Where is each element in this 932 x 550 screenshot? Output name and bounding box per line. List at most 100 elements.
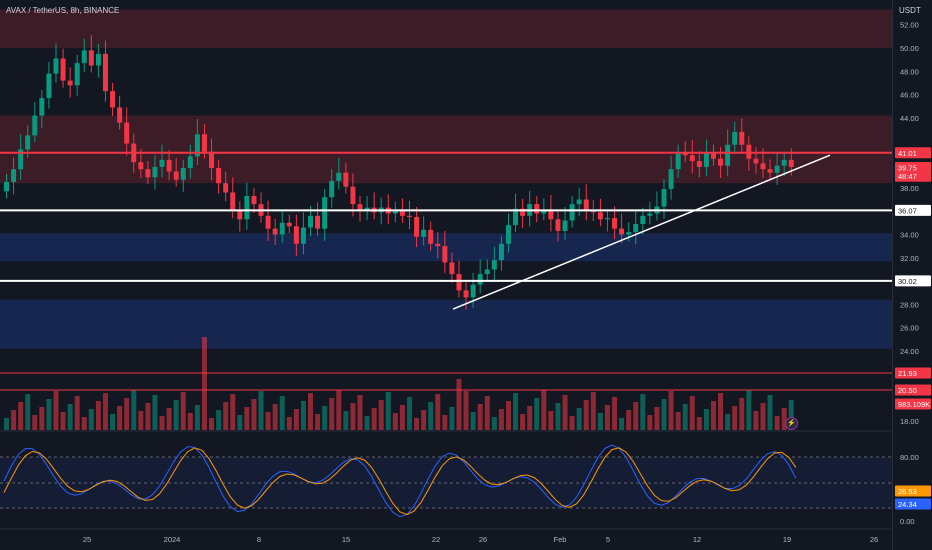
candle-body xyxy=(166,159,172,172)
candle-body xyxy=(781,159,787,166)
time-tick: 2024 xyxy=(164,535,181,544)
time-tick: Feb xyxy=(554,535,567,544)
candle-body xyxy=(399,209,405,216)
candle-body xyxy=(251,196,257,205)
candle-body xyxy=(604,218,610,220)
candle-body xyxy=(279,222,285,235)
volume-bar xyxy=(166,408,172,430)
candle-body xyxy=(689,155,695,162)
volume-bar xyxy=(286,417,292,430)
volume-bar xyxy=(562,395,568,430)
candle-body xyxy=(442,246,448,263)
volume-bar xyxy=(39,407,45,430)
volume-bar xyxy=(399,405,405,430)
volume-bar xyxy=(746,390,752,430)
price-label-bg xyxy=(895,367,931,379)
price-label: 20.50 xyxy=(898,386,917,395)
candle-body xyxy=(265,215,271,229)
price-tick: 26.00 xyxy=(900,324,919,333)
volume-bar xyxy=(505,401,511,430)
candle-body xyxy=(725,144,731,166)
volume-bar xyxy=(343,411,349,430)
candle-body xyxy=(428,229,434,244)
candle-body xyxy=(67,80,73,86)
candle-body xyxy=(647,213,653,216)
candle-body xyxy=(18,149,24,170)
candle-body xyxy=(102,53,108,92)
price-label-bg xyxy=(895,485,931,497)
volume-bar xyxy=(470,412,476,430)
volume-bar xyxy=(456,379,462,430)
candle-body xyxy=(88,50,94,66)
volume-bar xyxy=(145,403,151,430)
volume-bar xyxy=(682,404,688,430)
candle-body xyxy=(640,215,646,224)
volume-bar xyxy=(336,390,342,430)
candle-body xyxy=(597,212,603,220)
volume-bar xyxy=(569,416,575,430)
time-axis[interactable]: 25 2024 8 15 22 26 Feb 5 12 19 26 xyxy=(0,528,892,544)
volume-bar xyxy=(781,408,787,430)
volume-bar xyxy=(428,402,434,430)
candle-body xyxy=(95,53,101,66)
candle-body xyxy=(612,218,618,229)
candle-body xyxy=(675,152,681,170)
volume-bar xyxy=(11,410,17,430)
volume-bar xyxy=(102,393,108,430)
price-label-bg xyxy=(895,161,931,173)
candle-body xyxy=(124,122,130,144)
price-axis[interactable]: 52.00 50.00 48.00 46.00 44.00 41.01 38.00 34.00… xyxy=(895,21,931,526)
stoch-band xyxy=(0,457,892,508)
candle-body xyxy=(711,152,716,159)
candle-body xyxy=(336,172,342,181)
zone-layer xyxy=(0,9,892,349)
volume-bar xyxy=(449,407,455,430)
candle-body xyxy=(145,169,151,178)
trendline xyxy=(452,154,831,310)
candle-body xyxy=(548,209,554,220)
time-tick: 26 xyxy=(479,535,487,544)
price-tick: 32.00 xyxy=(900,254,919,263)
volume-bar xyxy=(159,416,165,430)
volume-bar xyxy=(689,396,695,430)
candle-body xyxy=(498,243,504,261)
volume-bar xyxy=(60,412,66,430)
candle-body xyxy=(138,162,144,170)
volume-bar xyxy=(258,391,264,430)
volume-bar xyxy=(138,411,144,430)
volume-bar xyxy=(718,393,724,430)
volume-bar xyxy=(131,390,137,430)
candle-body xyxy=(357,204,363,212)
volume-bar xyxy=(25,394,31,430)
candle-body xyxy=(159,159,165,167)
price-tick: 34.00 xyxy=(900,230,919,239)
price-label-bg xyxy=(895,384,931,396)
volume-bar xyxy=(463,391,469,430)
symbol-title[interactable]: AVAX / TetherUS, 8h, BINANCE xyxy=(6,6,120,15)
lightning-icon[interactable]: ⚡ xyxy=(785,417,798,430)
candle-body xyxy=(569,204,575,221)
candle-body xyxy=(187,156,193,169)
stochastic-panel xyxy=(0,430,892,518)
candle-body xyxy=(173,171,179,180)
candle-body xyxy=(760,163,766,170)
volume-bar xyxy=(272,404,278,430)
price-tick: 24.00 xyxy=(900,347,919,356)
volume-bar xyxy=(414,418,420,430)
stoch-k-line xyxy=(3,444,797,518)
currency-label[interactable]: USDT xyxy=(899,6,921,15)
volume-bar xyxy=(527,406,533,430)
candle-body xyxy=(201,134,207,152)
price-tick: 44.00 xyxy=(900,114,919,123)
time-tick: 25 xyxy=(83,535,91,544)
volume-bar xyxy=(421,410,427,430)
volume-bar xyxy=(703,409,709,430)
volume-bar xyxy=(619,418,625,430)
candle-body xyxy=(286,222,292,227)
price-tick: 38.00 xyxy=(900,184,919,193)
candle-body xyxy=(626,232,632,235)
volume-bar xyxy=(46,399,52,430)
candle-body xyxy=(230,192,236,212)
volume-bar xyxy=(477,404,483,430)
